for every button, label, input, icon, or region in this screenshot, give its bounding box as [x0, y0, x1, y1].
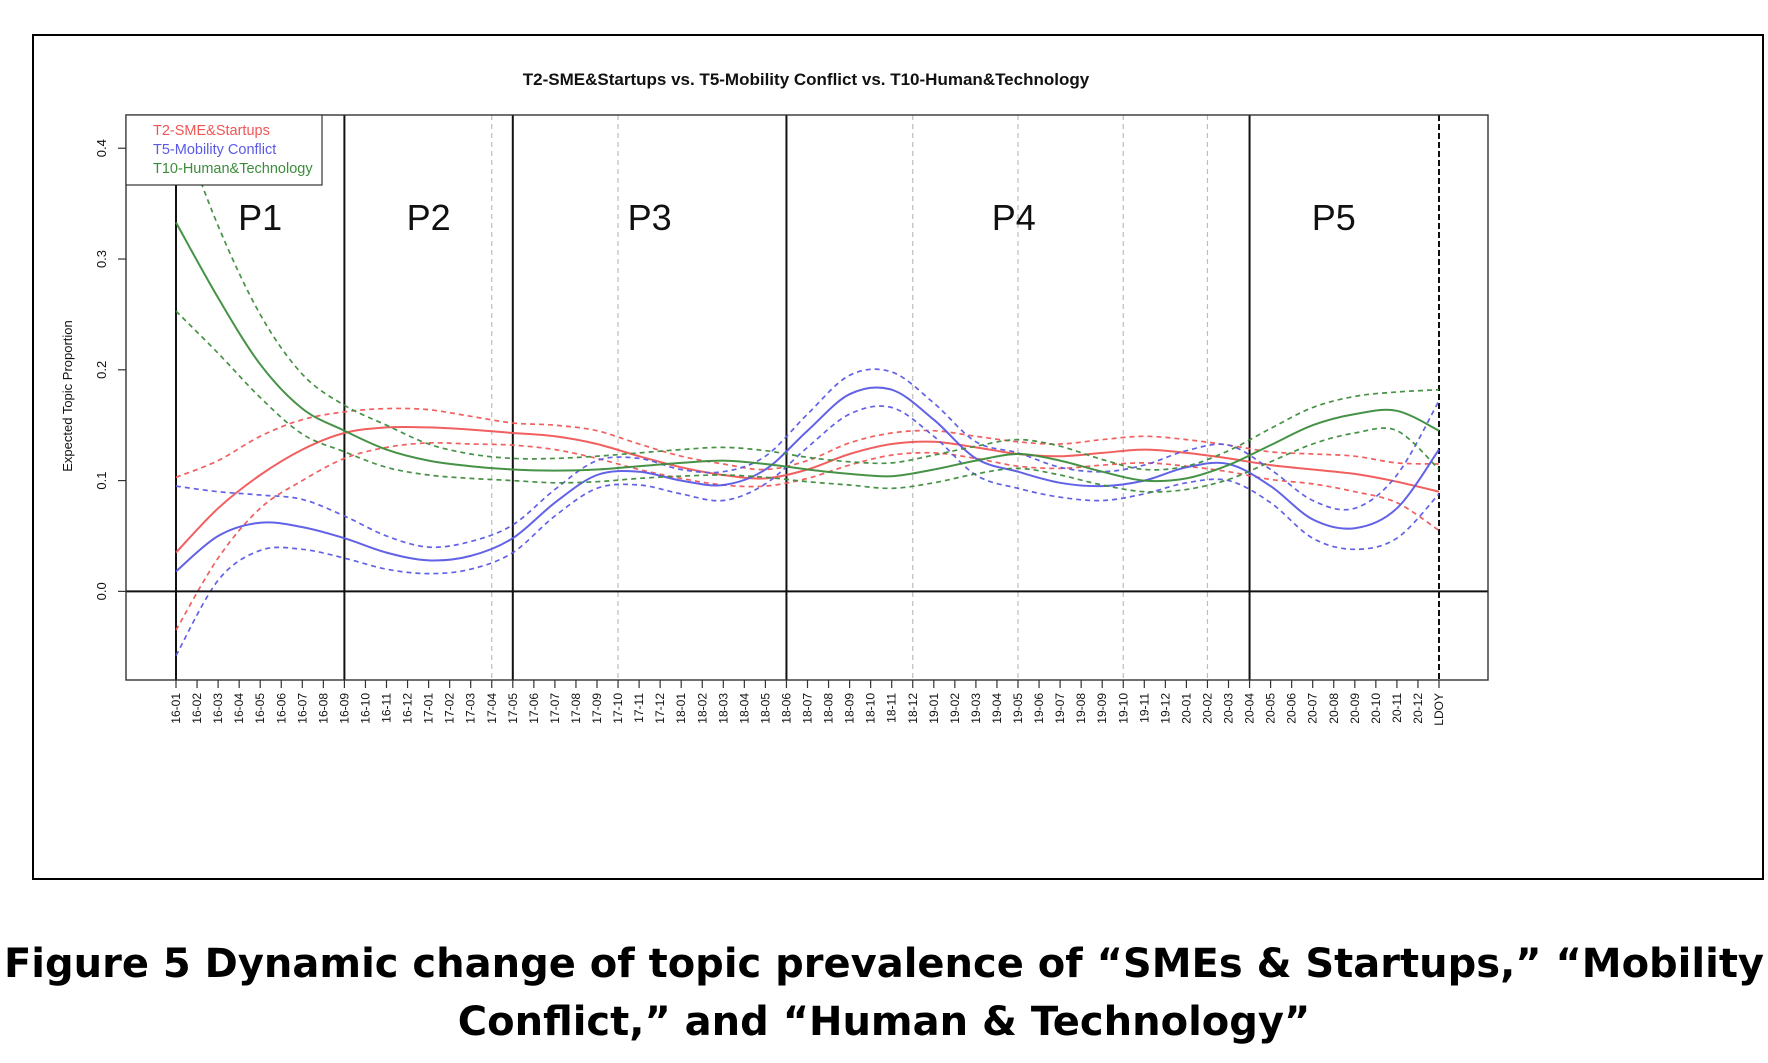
x-tick-label: 16-12 — [401, 693, 415, 724]
x-tick-label: 20-09 — [1348, 693, 1362, 724]
x-tick-label: 20-03 — [1222, 693, 1236, 724]
human-technology-mean-line — [175, 222, 1440, 483]
x-tick-label: 18-03 — [716, 693, 730, 724]
x-tick-label: 17-10 — [611, 693, 625, 724]
x-tick-label: 18-08 — [822, 693, 836, 724]
x-tick-label: 18-05 — [758, 693, 772, 724]
y-axis-label: Expected Topic Proportion — [60, 320, 75, 472]
period-label: P3 — [628, 197, 672, 238]
x-tick-label: 16-05 — [253, 693, 267, 724]
x-tick-label: 18-04 — [737, 693, 751, 724]
x-tick-label: 20-01 — [1179, 693, 1193, 724]
x-tick-label: 17-09 — [590, 693, 604, 724]
y-tick-label: 0.3 — [94, 250, 109, 268]
period-boundaries — [175, 115, 1440, 680]
x-tick-label: 16-10 — [358, 693, 372, 724]
x-tick-label: 19-03 — [969, 693, 983, 724]
x-tick-label: 20-11 — [1390, 693, 1404, 723]
figure-frame: T2-SME&Startups vs. T5-Mobility Conflict… — [32, 34, 1764, 880]
x-tick-label: 17-06 — [527, 693, 541, 724]
y-tick-label: 0.2 — [94, 361, 109, 379]
x-tick-label: 17-12 — [653, 693, 667, 724]
caption-line-2: Conflict,” and “Human & Technology” — [457, 999, 1311, 1045]
y-tick-label: 0.4 — [94, 139, 109, 157]
x-tick-label: 16-02 — [190, 693, 204, 724]
mobility-conflict-lower-ci-line — [175, 405, 1440, 657]
x-tick-label: 17-04 — [485, 693, 499, 724]
x-tick-label: 18-10 — [864, 693, 878, 724]
human-technology-upper-ci-line — [175, 115, 1440, 471]
x-tick-label: 19-04 — [990, 693, 1004, 724]
x-tick-label: 20-06 — [1285, 693, 1299, 724]
x-tick-label: 16-11 — [380, 693, 394, 723]
legend-entry: T10-Human&Technology — [153, 161, 313, 177]
x-tick-label: 17-02 — [443, 693, 457, 724]
x-tick-label: 19-11 — [1137, 693, 1151, 723]
x-tick-label: 16-06 — [274, 693, 288, 724]
x-tick-label: 20-04 — [1243, 693, 1257, 724]
x-tick-label: 17-07 — [548, 693, 562, 724]
x-tick-label: 17-08 — [569, 693, 583, 724]
period-label: P1 — [238, 197, 282, 238]
x-tick-label: 18-11 — [885, 693, 899, 723]
legend-entry: T2-SME&Startups — [153, 123, 270, 139]
y-tick-label: 0.0 — [94, 582, 109, 600]
x-tick-label: 19-10 — [1116, 693, 1130, 724]
x-tick-label: 19-07 — [1053, 693, 1067, 724]
period-label: P2 — [407, 197, 451, 238]
x-tick-label: 18-07 — [801, 693, 815, 724]
event-gridlines — [491, 115, 1209, 680]
x-tick-label: 16-01 — [169, 693, 183, 724]
x-tick-label: 19-09 — [1095, 693, 1109, 724]
x-tick-label: LDOY — [1432, 693, 1446, 726]
y-tick-label: 0.1 — [94, 472, 109, 490]
x-tick-label: 19-12 — [1158, 693, 1172, 724]
x-tick-label: 20-07 — [1306, 693, 1320, 724]
x-tick-label: 20-08 — [1327, 693, 1341, 724]
x-tick-label: 19-06 — [1032, 693, 1046, 724]
x-tick-label: 19-08 — [1074, 693, 1088, 724]
series-lines — [175, 115, 1440, 657]
x-tick-label: 17-05 — [506, 693, 520, 724]
x-tick-label: 20-02 — [1200, 693, 1214, 724]
x-tick-label: 17-03 — [464, 693, 478, 724]
x-tick-label: 16-04 — [232, 693, 246, 724]
sme-startups-lower-ci-line — [175, 441, 1440, 631]
x-tick-label: 20-05 — [1264, 693, 1278, 724]
x-tick-label: 16-03 — [211, 693, 225, 724]
x-tick-label: 17-11 — [632, 693, 646, 723]
chart-title: T2-SME&Startups vs. T5-Mobility Conflict… — [523, 70, 1090, 89]
period-label: P4 — [992, 197, 1036, 238]
x-tick-label: 18-06 — [779, 693, 793, 724]
caption-line-1: Figure 5 Dynamic change of topic prevale… — [3, 941, 1765, 987]
x-tick-label: 19-01 — [927, 693, 941, 724]
legend-entry: T5-Mobility Conflict — [153, 142, 276, 158]
x-tick-label: 19-05 — [1011, 693, 1025, 724]
human-technology-lower-ci-line — [175, 310, 1440, 493]
period-label: P5 — [1312, 197, 1356, 238]
legend-box — [125, 114, 323, 186]
x-tick-label: 17-01 — [422, 693, 436, 724]
topic-prevalence-chart: T2-SME&Startups vs. T5-Mobility Conflict… — [60, 70, 1489, 726]
x-tick-label: 16-08 — [316, 693, 330, 724]
x-tick-label: 19-02 — [948, 693, 962, 724]
mobility-conflict-mean-line — [175, 386, 1440, 573]
legend: T2-SME&Startups T5-Mobility Conflict T10-H… — [125, 114, 323, 186]
x-tick-label: 18-09 — [843, 693, 857, 724]
period-labels: P1 P2 P3 P4 P5 — [238, 197, 1356, 238]
x-tick-label: 20-12 — [1411, 693, 1425, 724]
x-tick-label: 18-01 — [674, 693, 688, 724]
axes: 0.0 0.1 0.2 0.3 0.4 16-01 16-02 16-03 16-04 16-05… — [94, 114, 1489, 726]
x-tick-label: 16-07 — [295, 693, 309, 724]
x-tick-label: 18-12 — [906, 693, 920, 724]
x-tick-label: 20-10 — [1369, 693, 1383, 724]
mobility-conflict-upper-ci-line — [175, 368, 1440, 549]
x-tick-label: 16-09 — [337, 693, 351, 724]
figure-caption: Figure 5 Dynamic change of topic prevale… — [0, 935, 1768, 1051]
x-tick-label: 18-02 — [695, 693, 709, 724]
